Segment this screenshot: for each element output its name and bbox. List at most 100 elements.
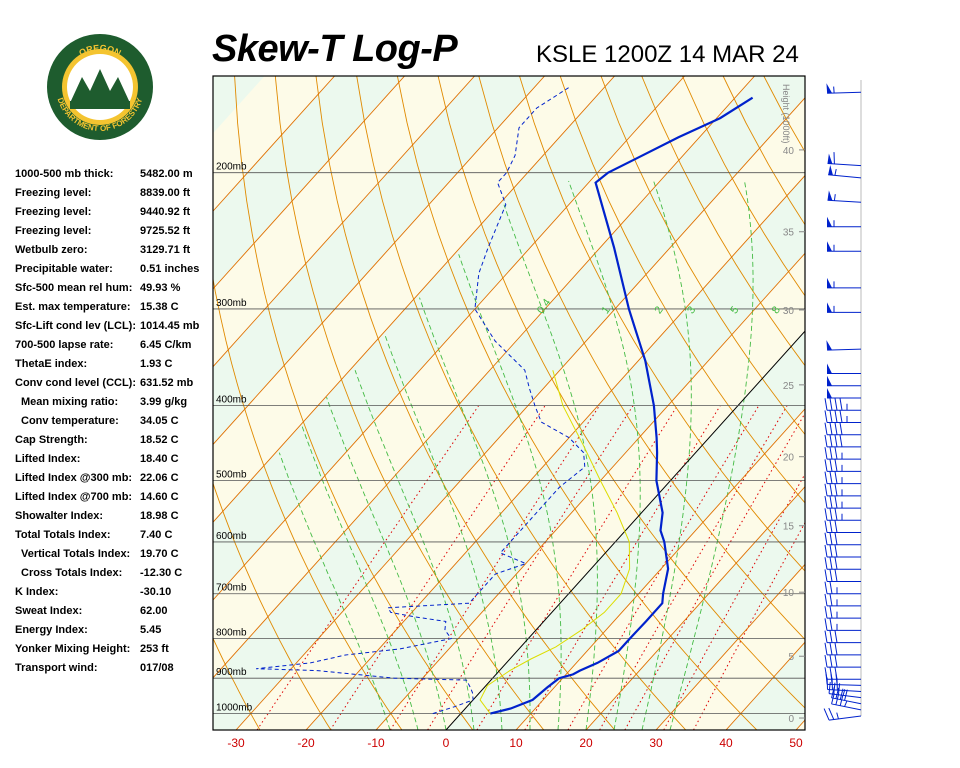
index-value: 6.45 C/km xyxy=(140,339,192,351)
index-label: Freezing level: xyxy=(15,187,92,199)
isotherm xyxy=(515,408,805,730)
mixing-ratio-label: 8 xyxy=(770,304,783,316)
dry-adiabat xyxy=(845,76,960,730)
isotherm xyxy=(213,76,755,679)
x-tick-label: 50 xyxy=(789,736,803,750)
wind-barb xyxy=(824,422,861,436)
mixing-ratio-label: 3 xyxy=(685,304,698,316)
isobar-label: 500mb xyxy=(216,470,247,481)
wind-barb xyxy=(827,363,861,375)
index-label: Vertical Totals Index: xyxy=(21,548,131,560)
wind-barb xyxy=(827,302,861,313)
index-row: Transport wind: 017/08 xyxy=(15,662,215,681)
index-row: Cross Totals Index: -12.30 C xyxy=(15,567,215,586)
wind-barb xyxy=(824,520,861,534)
index-value: -30.10 xyxy=(140,586,172,598)
index-row: Showalter Index: 18.98 C xyxy=(15,510,215,529)
index-row: Yonker Mixing Height: 253 ft xyxy=(15,643,215,662)
index-label: Yonker Mixing Height: xyxy=(15,643,131,655)
isobar-label: 200mb xyxy=(216,162,247,173)
wind-barb xyxy=(826,340,862,351)
wind-barb xyxy=(827,277,861,289)
index-label: Wetbulb zero: xyxy=(15,244,88,256)
moist-adiabat xyxy=(354,370,475,730)
x-tick-label: 40 xyxy=(719,736,733,750)
index-value: 1014.45 mb xyxy=(140,320,200,332)
index-value: 62.00 xyxy=(140,605,168,617)
index-label: Mean mixing ratio: xyxy=(21,396,119,408)
index-value: 8839.00 ft xyxy=(140,187,191,199)
wind-barb xyxy=(827,375,861,387)
moist-adiabat xyxy=(503,204,598,730)
height-tick-label: 5 xyxy=(788,652,794,663)
index-row: K Index: -30.10 xyxy=(15,586,215,605)
index-row: Cap Strength: 18.52 C xyxy=(15,434,215,453)
wind-barb xyxy=(824,630,861,644)
index-value: 22.06 C xyxy=(140,472,179,484)
wind-barb xyxy=(824,569,861,582)
wind-barb xyxy=(824,642,861,656)
index-value: 0.51 inches xyxy=(140,263,200,275)
index-row: Freezing level: 9725.52 ft xyxy=(15,225,215,244)
index-label: Showalter Index: xyxy=(15,510,104,522)
zero-isotherm xyxy=(445,330,805,730)
temperature-profile xyxy=(489,96,754,715)
dry-adiabat xyxy=(886,76,960,730)
index-row: Sweat Index: 62.00 xyxy=(15,605,215,624)
index-row: 700-500 lapse rate: 6.45 C/km xyxy=(15,339,215,358)
index-value: 3129.71 ft xyxy=(140,244,191,256)
moist-adiabat xyxy=(568,180,641,730)
isobar-label: 600mb xyxy=(216,531,247,542)
x-tick-label: 30 xyxy=(649,736,663,750)
index-label: Total Totals Index: xyxy=(15,529,111,541)
index-row: Precipitable water: 0.51 inches xyxy=(15,263,215,282)
index-value: 9440.92 ft xyxy=(140,206,191,218)
index-value: 49.93 % xyxy=(140,282,181,294)
index-row: Lifted Index @700 mb: 14.60 C xyxy=(15,491,215,510)
index-label: 1000-500 mb thick: xyxy=(15,168,114,180)
wind-barb xyxy=(827,152,862,167)
x-tick-label: 0 xyxy=(443,736,450,750)
wind-barb xyxy=(824,447,861,460)
index-label: 700-500 lapse rate: xyxy=(15,339,114,351)
index-label: Precipitable water: xyxy=(15,263,113,275)
index-row: Vertical Totals Index: 19.70 C xyxy=(15,548,215,567)
mixing-ratio-label: 1 xyxy=(600,304,613,316)
wind-barb xyxy=(824,606,861,619)
height-tick-label: 30 xyxy=(783,306,795,317)
index-label: ThetaE index: xyxy=(15,358,88,370)
moist-adiabat xyxy=(278,452,391,730)
plot-area: 0.4 1 2 3 5 8 xyxy=(213,76,960,730)
mixing-ratio-label: 2 xyxy=(652,304,665,316)
wind-barb xyxy=(824,508,861,521)
x-tick-label: 10 xyxy=(509,736,523,750)
page-title: Skew-T Log-P xyxy=(212,28,458,70)
index-row: 1000-500 mb thick: 5482.00 m xyxy=(15,168,215,187)
wind-barb xyxy=(824,532,861,546)
logo-top-text: OREGON xyxy=(77,43,122,58)
isobar-label: 900mb xyxy=(216,667,247,678)
index-label: K Index: xyxy=(15,586,59,598)
plot-frame xyxy=(212,75,806,731)
index-label: Transport wind: xyxy=(15,662,98,674)
index-value: 3.99 g/kg xyxy=(140,396,188,408)
height-tick-label: 25 xyxy=(783,381,795,392)
sounding-indices-table: 1000-500 mb thick: 5482.00 m Freezing leve… xyxy=(15,168,215,681)
mixing-ratio-line xyxy=(427,405,634,730)
index-label: Conv cond level (CCL): xyxy=(15,377,137,389)
moist-adiabat xyxy=(641,180,692,730)
mixing-ratio-line xyxy=(624,412,805,730)
index-label: Lifted Index: xyxy=(15,453,81,465)
index-value: 18.98 C xyxy=(140,510,179,522)
wind-barb xyxy=(824,557,861,570)
isotherm xyxy=(213,76,685,601)
index-label: Lifted Index @700 mb: xyxy=(15,491,133,503)
wind-barb xyxy=(824,654,861,668)
index-label: Cap Strength: xyxy=(15,434,88,446)
isotherm-band xyxy=(213,76,805,730)
x-tick-label: -20 xyxy=(297,736,315,750)
wind-barb xyxy=(824,581,861,595)
isotherm xyxy=(213,76,475,368)
index-value: 18.40 C xyxy=(140,453,179,465)
isobar-label: 400mb xyxy=(216,395,247,406)
